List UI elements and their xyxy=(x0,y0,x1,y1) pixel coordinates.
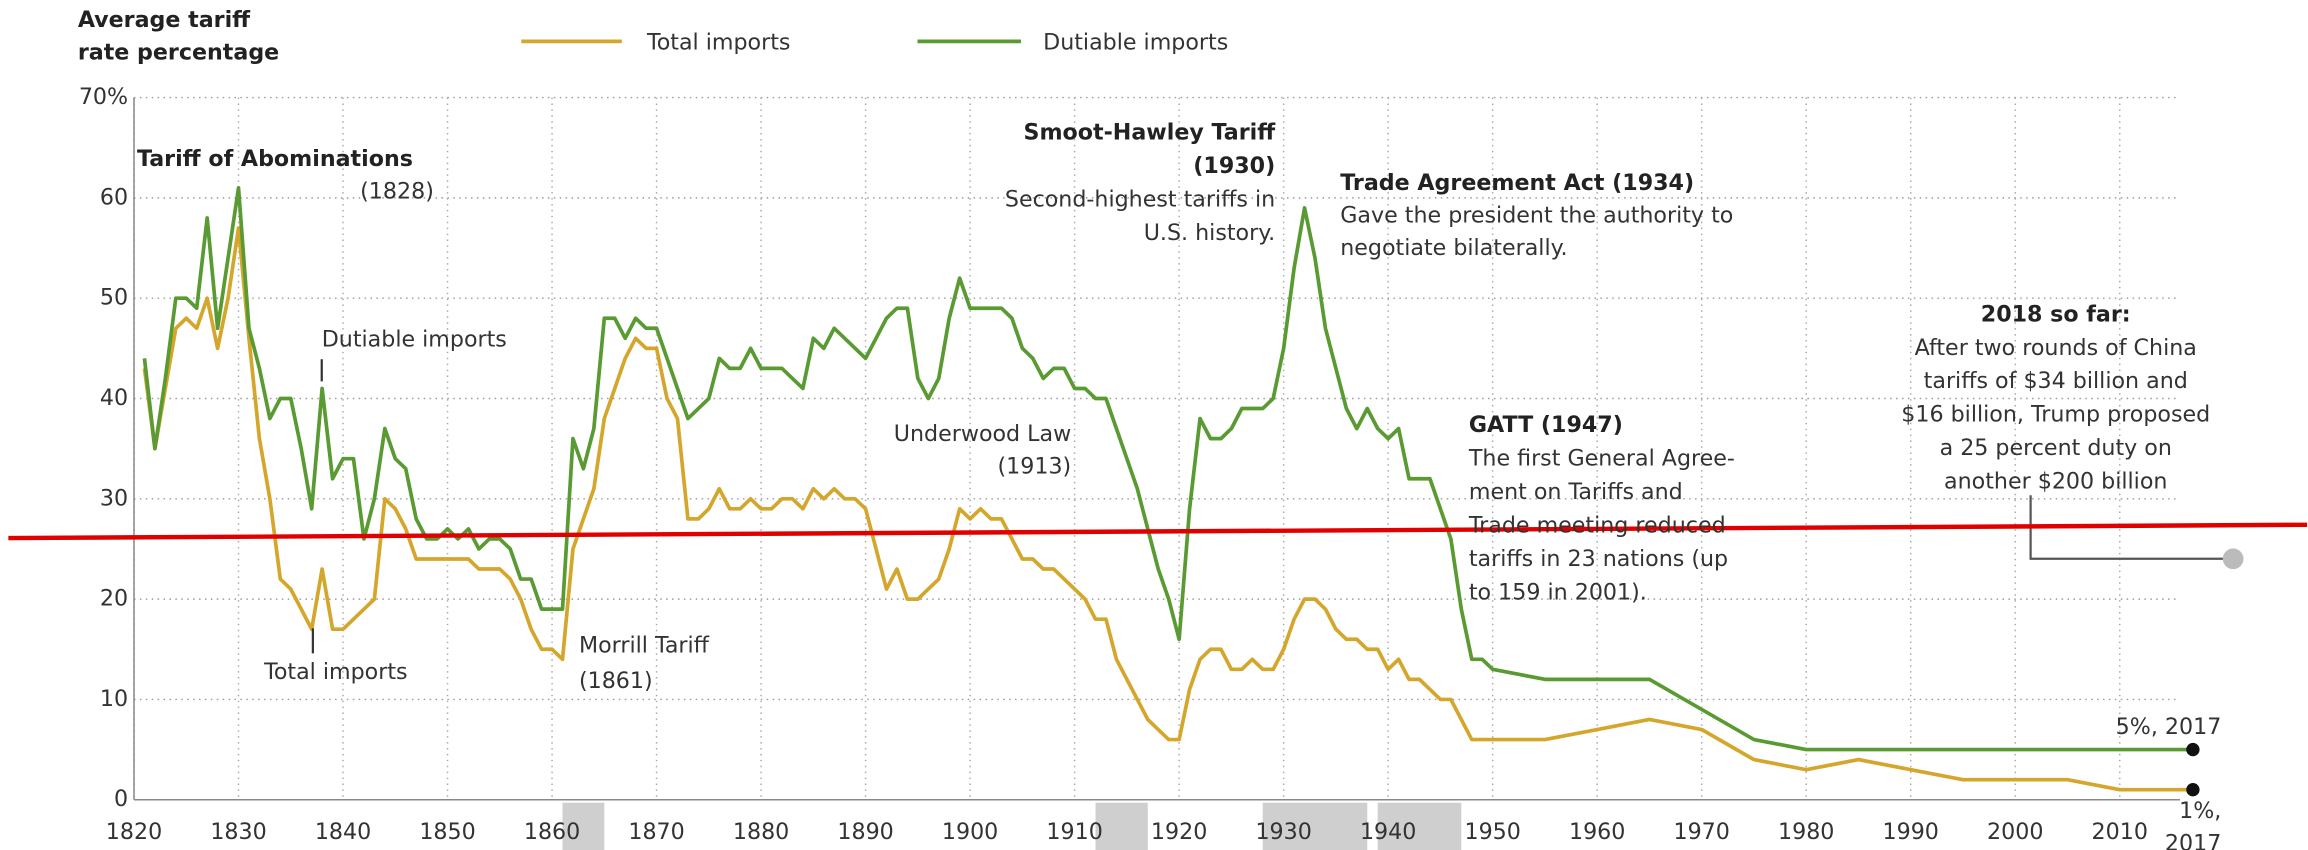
y-axis-title: rate percentage xyxy=(78,40,279,66)
shaded-period xyxy=(1262,802,1368,850)
legend-label: Total imports xyxy=(646,29,790,55)
x-tick-label: 1850 xyxy=(419,819,475,845)
annotation: Dutiable imports xyxy=(322,327,507,353)
x-tick-label: 2000 xyxy=(1987,819,2043,845)
annotation: tariffs in 23 nations (up xyxy=(1469,546,1728,572)
annotation: Total imports xyxy=(263,659,407,685)
annotation: another $200 billion xyxy=(1944,468,2167,494)
x-tick-label: 1990 xyxy=(1883,819,1939,845)
annotation: 5%, 2017 xyxy=(2116,714,2222,740)
x-tick-label: 1830 xyxy=(210,819,266,845)
y-tick-label: 10 xyxy=(100,686,128,712)
annotation: GATT (1947) xyxy=(1469,412,1623,438)
annotation: 2018 so far: xyxy=(1981,301,2131,327)
x-tick-label: 1920 xyxy=(1151,819,1207,845)
x-tick-label: 1840 xyxy=(315,819,371,845)
leader-dot xyxy=(2222,548,2244,570)
x-tick-label: 1950 xyxy=(1464,819,1520,845)
annotation: negotiate bilaterally. xyxy=(1340,235,1567,261)
annotation: 2017 xyxy=(2165,831,2221,850)
annotation: U.S. history. xyxy=(1144,220,1276,246)
y-tick-label: 20 xyxy=(100,586,128,612)
y-tick-label: 0 xyxy=(114,786,128,812)
x-tick-label: 1870 xyxy=(628,819,684,845)
y-tick-label: 60 xyxy=(100,184,128,210)
x-tick-label: 1860 xyxy=(524,819,580,845)
annotation: After two rounds of China xyxy=(1915,335,2197,361)
annotation: The first General Agree- xyxy=(1468,446,1735,472)
y-tick-label: 50 xyxy=(100,285,128,311)
legend-label: Dutiable imports xyxy=(1043,29,1228,55)
x-tick-label: 1900 xyxy=(942,819,998,845)
shaded-period xyxy=(562,802,605,850)
shaded-period xyxy=(1377,802,1462,850)
x-tick-label: 1890 xyxy=(837,819,893,845)
x-tick-label: 1960 xyxy=(1569,819,1625,845)
annotation: tariffs of $34 billion and xyxy=(1924,368,2188,394)
annotation: $16 billion, Trump proposed xyxy=(1901,402,2210,428)
y-tick-label: 40 xyxy=(100,385,128,411)
annotation: Underwood Law xyxy=(894,421,1071,447)
annotation: Tariff of Abominations xyxy=(137,146,413,172)
x-tick-label: 1980 xyxy=(1778,819,1834,845)
annotation: 1%, xyxy=(2179,798,2221,824)
annotation: (1913) xyxy=(998,454,1072,480)
annotation: to 159 in 2001). xyxy=(1469,579,1647,605)
annotation: (1861) xyxy=(579,668,653,694)
annotation: Trade Agreement Act (1934) xyxy=(1340,170,1694,196)
end-dot xyxy=(2186,742,2200,757)
y-tick-label: 70% xyxy=(79,84,128,110)
x-tick-label: 1970 xyxy=(1674,819,1730,845)
annotation: Second-highest tariffs in xyxy=(1005,187,1275,213)
x-tick-label: 1880 xyxy=(733,819,789,845)
red-overlay-line xyxy=(8,522,2308,541)
shaded-period xyxy=(1095,802,1148,850)
series-line xyxy=(142,185,2193,752)
annotation: Morrill Tariff xyxy=(579,633,710,659)
x-tick-label: 1820 xyxy=(106,819,162,845)
plot-area: 0 10 20 30 40 50 60 70% 1820 1830 1840 1850 1860 1870… xyxy=(79,84,2200,850)
end-dot xyxy=(2186,783,2200,797)
x-tick-label: 1930 xyxy=(1255,819,1311,845)
y-axis-title: Average tariff xyxy=(78,7,251,33)
x-tick-label: 2010 xyxy=(2092,819,2148,845)
annotation: Trade meeting reduced xyxy=(1468,512,1726,538)
y-tick-label: 30 xyxy=(100,485,128,511)
leader-line xyxy=(2029,495,2231,560)
annotation: (1930) xyxy=(1193,153,1275,179)
x-tick-label: 1910 xyxy=(1046,819,1102,845)
annotation: Gave the president the authority to xyxy=(1340,202,1733,228)
annotation: a 25 percent duty on xyxy=(1940,435,2172,461)
annotation: (1828) xyxy=(360,179,434,205)
annotation: ment on Tariffs and xyxy=(1469,479,1683,505)
annotation: Smoot-Hawley Tariff xyxy=(1024,120,1277,146)
series-line xyxy=(142,226,2193,792)
x-tick-label: 1940 xyxy=(1360,819,1416,845)
